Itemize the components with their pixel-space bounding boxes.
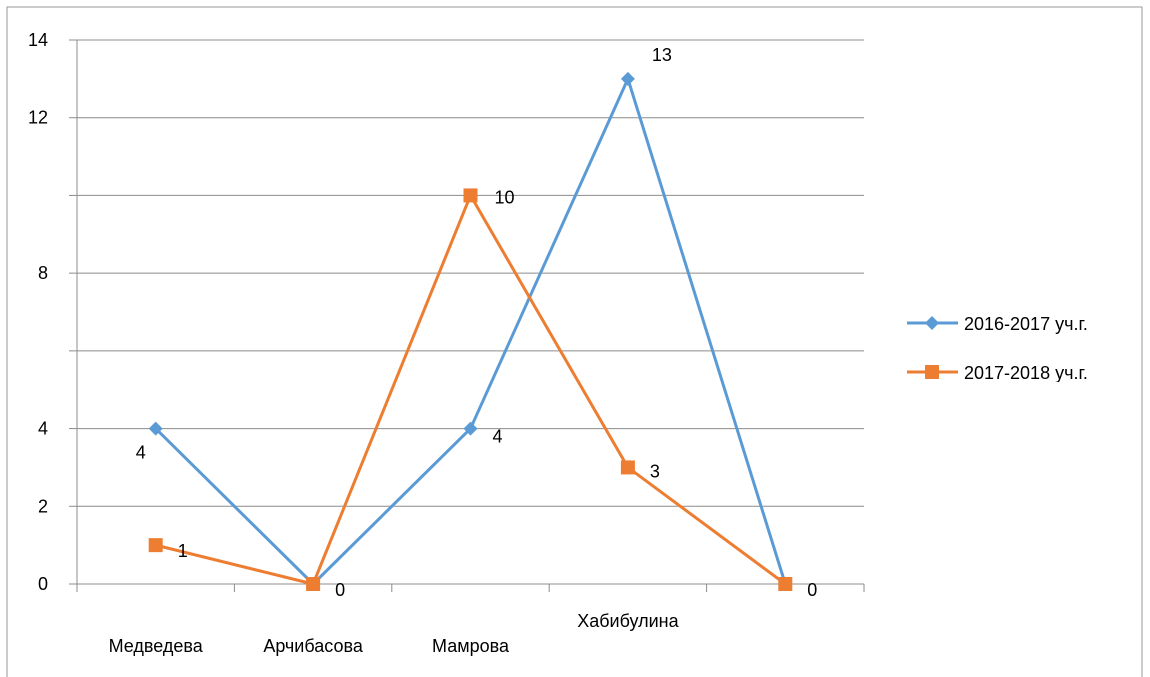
x-category-label: Медведева — [109, 636, 204, 656]
data-point — [463, 421, 478, 436]
data-point — [463, 188, 478, 203]
data-label: 4 — [493, 427, 503, 447]
data-label: 0 — [807, 580, 817, 600]
data-point — [620, 460, 635, 475]
data-label: 13 — [652, 45, 672, 65]
y-tick-label: 8 — [38, 263, 48, 283]
y-tick-label: 2 — [38, 496, 48, 516]
legend-marker — [925, 316, 939, 330]
y-tick-label: 0 — [38, 574, 48, 594]
x-category-label: Мамрова — [432, 636, 510, 656]
data-point — [778, 577, 793, 591]
y-tick-label: 14 — [28, 30, 48, 50]
y-tick-label: 12 — [28, 108, 48, 128]
data-point — [306, 577, 321, 591]
data-label: 10 — [495, 187, 515, 207]
data-point — [148, 538, 163, 553]
x-category-label: Хабибулина — [577, 611, 679, 631]
plot-area — [148, 71, 793, 591]
data-point — [148, 421, 163, 436]
legend-marker — [925, 365, 939, 379]
legend: 2016-2017 уч.г. 2017-2018 уч.г. — [907, 314, 1088, 383]
data-point — [620, 71, 635, 86]
legend-label: 2016-2017 уч.г. — [964, 314, 1088, 334]
legend-label: 2017-2018 уч.г. — [964, 363, 1088, 383]
data-label: 0 — [335, 580, 345, 600]
data-label: 1 — [178, 541, 188, 561]
x-category-label: Арчибасова — [263, 636, 364, 656]
data-label: 3 — [650, 461, 660, 481]
chart-border — [6, 6, 1143, 677]
y-tick-label: 4 — [38, 419, 48, 439]
data-label: 4 — [136, 443, 146, 463]
